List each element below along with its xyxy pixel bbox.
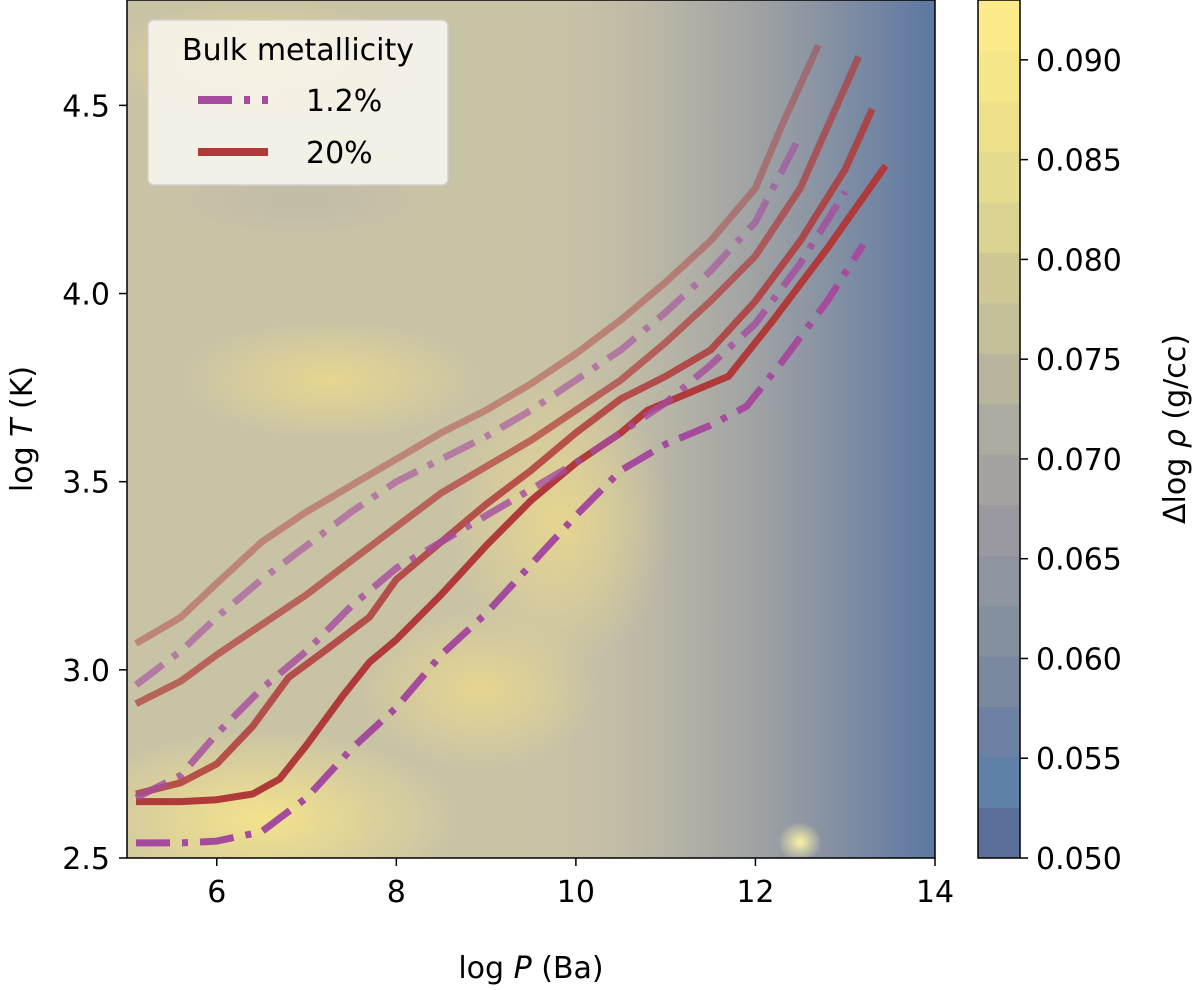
colorbar-tick-label: 0.055 (1036, 742, 1122, 777)
series-line-20-percent (134, 43, 822, 647)
colorbar-band (978, 555, 1020, 607)
y-tick-label: 3.5 (62, 466, 110, 501)
colorbar-tick-label: 0.085 (1036, 144, 1122, 179)
x-tick-label: 6 (207, 875, 226, 910)
y-axis-ticks: 2.5 3.0 3.5 4.0 4.5 (62, 89, 127, 877)
legend: Bulk metallicity 1.2% 20% (147, 19, 449, 186)
colorbar-band (978, 807, 1020, 859)
colorbar-label: Δlog ρ (g/cc) (1158, 334, 1193, 524)
colorbar-band (978, 353, 1020, 405)
series-line-20-percent (136, 163, 889, 806)
series-line-20-percent (135, 107, 876, 798)
series-line-1-2-percent (134, 190, 849, 801)
colorbar-tick-label: 0.070 (1036, 443, 1122, 478)
colorbar-band (978, 50, 1020, 102)
legend-label-1-2-percent: 1.2% (306, 84, 382, 119)
x-axis-ticks: 6 8 10 12 14 (207, 858, 954, 910)
colorbar-ticks: 0.050 0.055 0.060 0.065 0.070 0.075 0.080 0.085… (1020, 44, 1122, 877)
legend-box (147, 19, 449, 186)
colorbar-tick-label: 0.060 (1036, 642, 1122, 677)
colorbar-tick-label: 0.080 (1036, 243, 1122, 278)
colorbar-band (978, 605, 1020, 657)
legend-label-20-percent: 20% (306, 136, 373, 171)
colorbar-tick-label: 0.090 (1036, 44, 1122, 79)
x-axis-label: log P (Ba) (458, 951, 603, 986)
colorbar-band (978, 706, 1020, 758)
colorbar-band (978, 201, 1020, 253)
colorbar-band (978, 757, 1020, 809)
colorbar-frame (977, 0, 1021, 859)
plot-frame (126, 0, 936, 859)
series-line-1-2-percent (136, 242, 867, 847)
y-tick-label: 3.0 (62, 654, 110, 689)
colorbar-band (978, 403, 1020, 455)
colorbar-band (978, 656, 1020, 708)
series-line-20-percent (134, 54, 862, 707)
series-line-1-2-percent (133, 133, 804, 688)
colorbar: 0.050 0.055 0.060 0.065 0.070 0.075 0.080 0.085… (977, 0, 1193, 877)
x-tick-label: 12 (736, 875, 774, 910)
metallicity-lines (133, 43, 889, 847)
colorbar-bands (978, 0, 1020, 859)
colorbar-band (978, 0, 1020, 51)
x-tick-label: 8 (387, 875, 406, 910)
y-tick-label: 4.5 (62, 89, 110, 124)
colorbar-band (978, 100, 1020, 152)
colorbar-band (978, 252, 1020, 304)
colorbar-band (978, 302, 1020, 354)
x-tick-label: 14 (916, 875, 954, 910)
y-tick-label: 4.0 (62, 278, 110, 313)
x-tick-label: 10 (557, 875, 595, 910)
colorbar-tick-label: 0.050 (1036, 842, 1122, 877)
y-tick-label: 2.5 (62, 842, 110, 877)
colorbar-tick-label: 0.075 (1036, 343, 1122, 378)
legend-title: Bulk metallicity (182, 33, 414, 68)
colorbar-band (978, 504, 1020, 556)
y-axis-label: log T (K) (5, 366, 40, 492)
colorbar-band (978, 151, 1020, 203)
colorbar-band (978, 454, 1020, 506)
colorbar-tick-label: 0.065 (1036, 543, 1122, 578)
